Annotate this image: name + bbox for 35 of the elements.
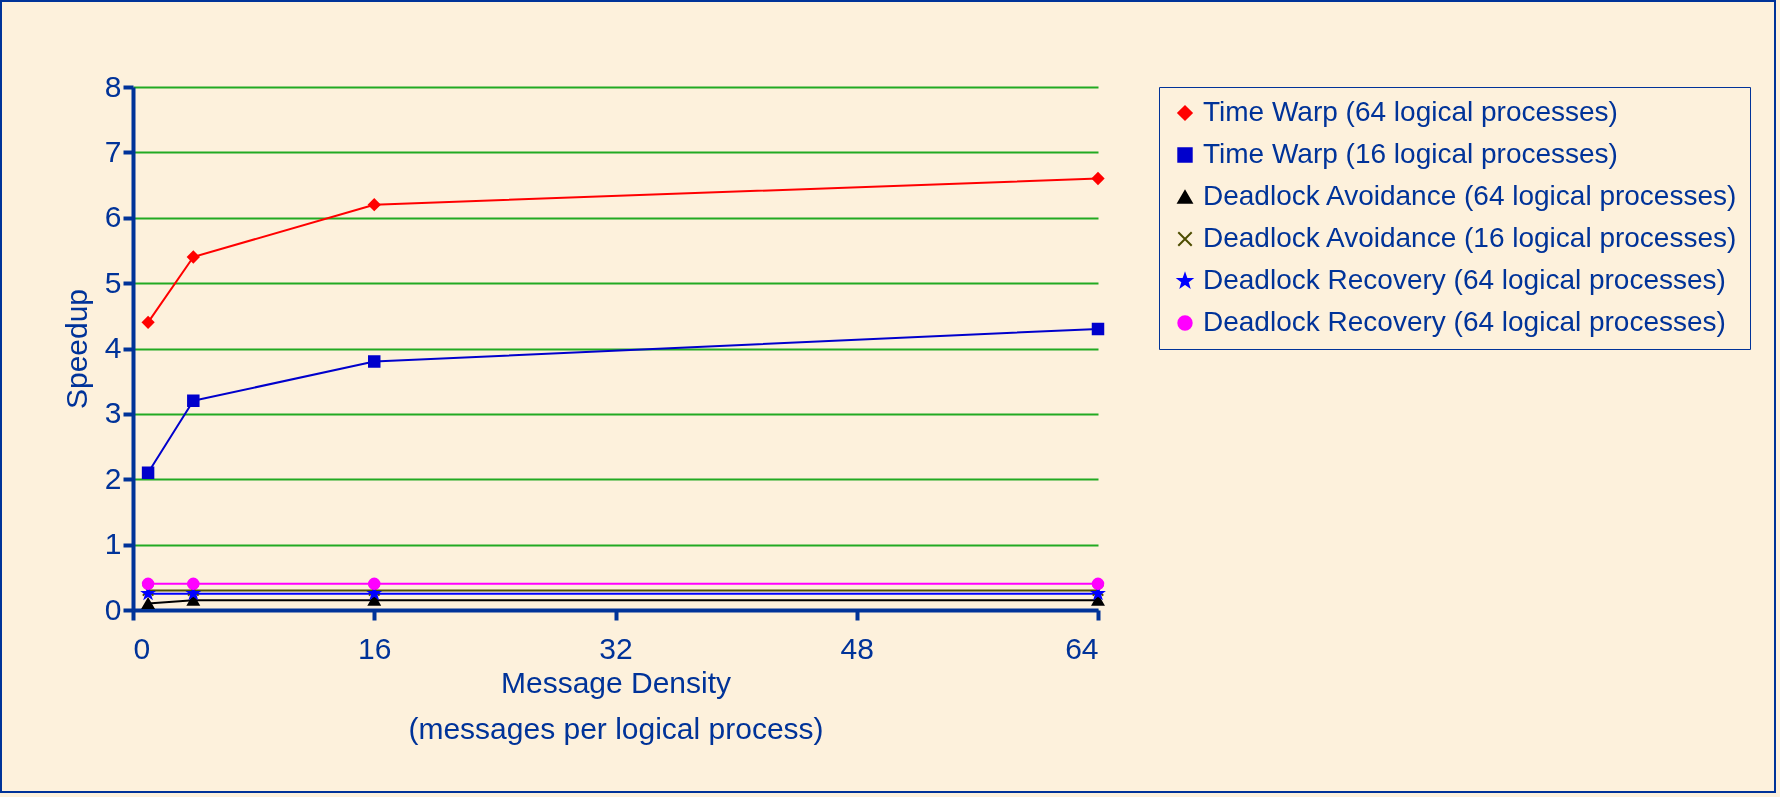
x-tick-label: 64	[1065, 631, 1099, 665]
y-tick-label: 3	[104, 396, 122, 430]
x-tick-label: 16	[358, 631, 392, 665]
point	[187, 394, 200, 408]
y-tick-label: 6	[104, 200, 122, 234]
x-tick-label: 32	[599, 631, 633, 665]
y-axis-title: Speedup	[59, 288, 93, 410]
point	[141, 316, 155, 329]
legend-label: Deadlock Avoidance (16 logical processes)	[1203, 222, 1737, 253]
legend-label: Deadlock Avoidance (64 logical processes)	[1203, 180, 1737, 211]
point	[141, 577, 155, 591]
point	[1091, 577, 1105, 591]
point	[1091, 172, 1105, 185]
y-tick-label: 5	[104, 265, 122, 299]
y-tick-label: 0	[104, 592, 122, 626]
x-tick-label: 48	[840, 631, 874, 665]
point	[187, 250, 200, 264]
x-axis-title: Message Density (messages per logical process)	[408, 665, 824, 745]
legend-label: Deadlock Recovery (64 logical processes)	[1203, 306, 1726, 337]
y-tick-label: 4	[104, 331, 122, 364]
legend-label: Time Warp (64 logical processes)	[1203, 96, 1618, 127]
y-tick-label: 1	[104, 527, 122, 561]
point	[368, 198, 381, 211]
point	[368, 355, 381, 368]
point	[187, 577, 200, 591]
x-tick-label: 0	[133, 631, 151, 665]
point	[141, 597, 155, 609]
y-tick-label: 2	[104, 461, 122, 495]
point	[141, 466, 155, 479]
y-tick-label: 8	[104, 69, 122, 103]
legend-label: Deadlock Recovery (64 logical processes)	[1203, 264, 1726, 295]
legend-label: Time Warp (16 logical processes)	[1203, 138, 1618, 169]
point	[368, 577, 381, 591]
point	[1091, 322, 1105, 336]
y-tick-label: 7	[104, 134, 122, 168]
